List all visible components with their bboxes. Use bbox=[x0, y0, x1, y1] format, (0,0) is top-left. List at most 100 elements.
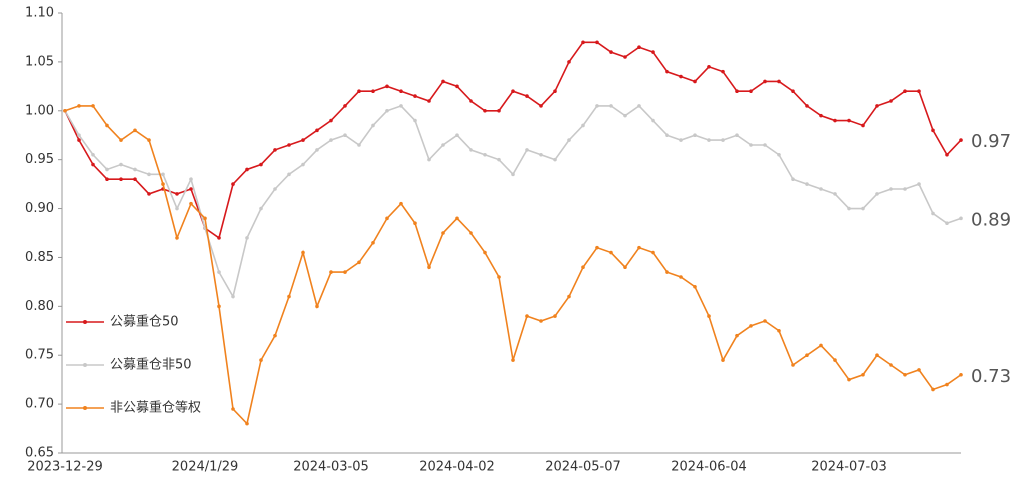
point bbox=[847, 118, 851, 123]
point bbox=[777, 328, 781, 333]
point bbox=[91, 162, 95, 167]
point bbox=[931, 387, 935, 392]
point bbox=[833, 192, 837, 196]
point bbox=[217, 236, 221, 240]
point bbox=[427, 99, 431, 103]
point bbox=[637, 104, 641, 108]
point bbox=[721, 69, 725, 74]
point bbox=[343, 133, 347, 138]
point bbox=[455, 133, 459, 138]
point bbox=[343, 270, 347, 274]
x-tick-label: 2024-07-03 bbox=[811, 460, 887, 475]
point bbox=[735, 333, 739, 338]
point bbox=[889, 187, 893, 191]
legend-label: 非公募重仓等权 bbox=[110, 400, 201, 416]
point bbox=[847, 206, 851, 211]
point bbox=[455, 216, 459, 221]
x-tick-label: 2024-03-05 bbox=[293, 460, 369, 475]
point bbox=[903, 372, 907, 377]
point bbox=[413, 94, 417, 98]
point bbox=[497, 108, 501, 113]
point bbox=[833, 118, 837, 123]
point bbox=[833, 358, 837, 362]
point bbox=[147, 172, 151, 177]
y-tick-label: 0.95 bbox=[25, 152, 54, 167]
point bbox=[791, 89, 795, 94]
point bbox=[203, 216, 207, 221]
point bbox=[385, 216, 389, 221]
point bbox=[329, 138, 333, 142]
point bbox=[189, 177, 193, 182]
point bbox=[77, 104, 81, 108]
point bbox=[567, 294, 571, 299]
point bbox=[273, 187, 277, 191]
point bbox=[595, 104, 599, 108]
point bbox=[735, 133, 739, 138]
point bbox=[385, 108, 389, 113]
point bbox=[399, 104, 403, 108]
point bbox=[539, 319, 543, 323]
point bbox=[273, 148, 277, 152]
point bbox=[567, 138, 571, 142]
point bbox=[861, 123, 865, 128]
point bbox=[343, 104, 347, 108]
point bbox=[357, 89, 361, 94]
x-tick-label: 2023-12-29 bbox=[27, 460, 103, 475]
x-tick-label: 2024/1/29 bbox=[172, 460, 239, 475]
point bbox=[133, 128, 137, 133]
point bbox=[749, 324, 753, 328]
point bbox=[329, 270, 333, 274]
point bbox=[665, 133, 669, 138]
point bbox=[651, 118, 655, 123]
point bbox=[245, 167, 249, 172]
point bbox=[77, 138, 81, 142]
point bbox=[749, 89, 753, 94]
point bbox=[945, 152, 949, 157]
point bbox=[749, 143, 753, 147]
y-tick-label: 0.70 bbox=[25, 397, 54, 412]
y-tick-label: 0.65 bbox=[25, 446, 54, 461]
point bbox=[315, 148, 319, 152]
point bbox=[287, 143, 291, 147]
legend-label: 公募重仓50 bbox=[110, 314, 179, 330]
point bbox=[469, 231, 473, 235]
point bbox=[553, 89, 557, 94]
point bbox=[497, 157, 501, 162]
point bbox=[287, 172, 291, 177]
point bbox=[105, 177, 109, 182]
point bbox=[637, 245, 641, 250]
point bbox=[889, 99, 893, 103]
point bbox=[959, 372, 963, 377]
point bbox=[413, 118, 417, 123]
series-line bbox=[64, 105, 962, 426]
point bbox=[945, 221, 949, 226]
end-label: 0.97 bbox=[971, 131, 1011, 152]
point bbox=[301, 138, 305, 142]
y-tick-label: 1.00 bbox=[25, 103, 54, 118]
point bbox=[147, 138, 151, 142]
point bbox=[679, 74, 683, 79]
point bbox=[161, 172, 165, 177]
point bbox=[539, 152, 543, 157]
point bbox=[693, 133, 697, 138]
point bbox=[805, 353, 809, 358]
point bbox=[623, 265, 627, 270]
point bbox=[371, 240, 375, 245]
point bbox=[875, 104, 879, 108]
point bbox=[595, 40, 599, 45]
point bbox=[595, 245, 599, 250]
point bbox=[427, 157, 431, 162]
point bbox=[623, 113, 627, 118]
point bbox=[959, 216, 963, 221]
point bbox=[189, 201, 193, 206]
point bbox=[175, 206, 179, 211]
point bbox=[861, 206, 865, 211]
point bbox=[665, 69, 669, 74]
point bbox=[819, 113, 823, 118]
point bbox=[805, 182, 809, 186]
point bbox=[357, 143, 361, 147]
point bbox=[539, 104, 543, 108]
point bbox=[371, 123, 375, 128]
point bbox=[567, 60, 571, 64]
point bbox=[91, 152, 95, 157]
